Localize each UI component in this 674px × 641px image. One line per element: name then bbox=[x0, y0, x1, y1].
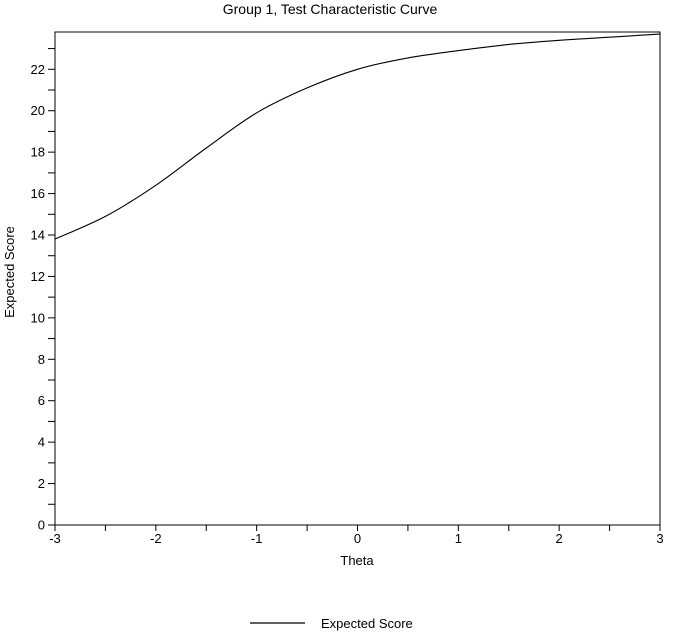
x-tick-label: -2 bbox=[150, 531, 162, 546]
y-tick-label: 8 bbox=[38, 352, 45, 367]
x-tick-label: -1 bbox=[251, 531, 263, 546]
y-tick-label: 20 bbox=[31, 103, 45, 118]
y-axis-ticks: 0 2 4 6 8 10 12 14 16 18 20 22 bbox=[31, 48, 55, 533]
y-tick-label: 14 bbox=[31, 228, 45, 243]
expected-score-curve bbox=[54, 33, 661, 240]
y-tick-label: 16 bbox=[31, 186, 45, 201]
plot-area-frame bbox=[54, 31, 661, 526]
x-tick-label: 2 bbox=[556, 531, 563, 546]
x-axis-ticks: -3 -2 -1 0 1 2 3 bbox=[49, 525, 664, 546]
y-tick-label: 2 bbox=[38, 476, 45, 491]
legend-label: Expected Score bbox=[321, 616, 413, 631]
y-tick-label: 10 bbox=[31, 310, 45, 325]
x-tick-label: 1 bbox=[455, 531, 462, 546]
y-tick-label: 18 bbox=[31, 145, 45, 160]
y-tick-label: 0 bbox=[38, 518, 45, 533]
y-tick-label: 4 bbox=[38, 435, 45, 450]
y-axis-title: Expected Score bbox=[2, 226, 17, 318]
x-tick-label: 0 bbox=[354, 531, 361, 546]
legend: Expected Score bbox=[250, 616, 413, 631]
y-tick-label: 12 bbox=[31, 269, 45, 284]
y-tick-label: 22 bbox=[31, 62, 45, 77]
x-axis-title: Theta bbox=[340, 553, 374, 568]
chart-title: Group 1, Test Characteristic Curve bbox=[223, 1, 438, 17]
x-tick-label: 3 bbox=[656, 531, 663, 546]
y-tick-label: 6 bbox=[38, 393, 45, 408]
x-tick-label: -3 bbox=[49, 531, 61, 546]
